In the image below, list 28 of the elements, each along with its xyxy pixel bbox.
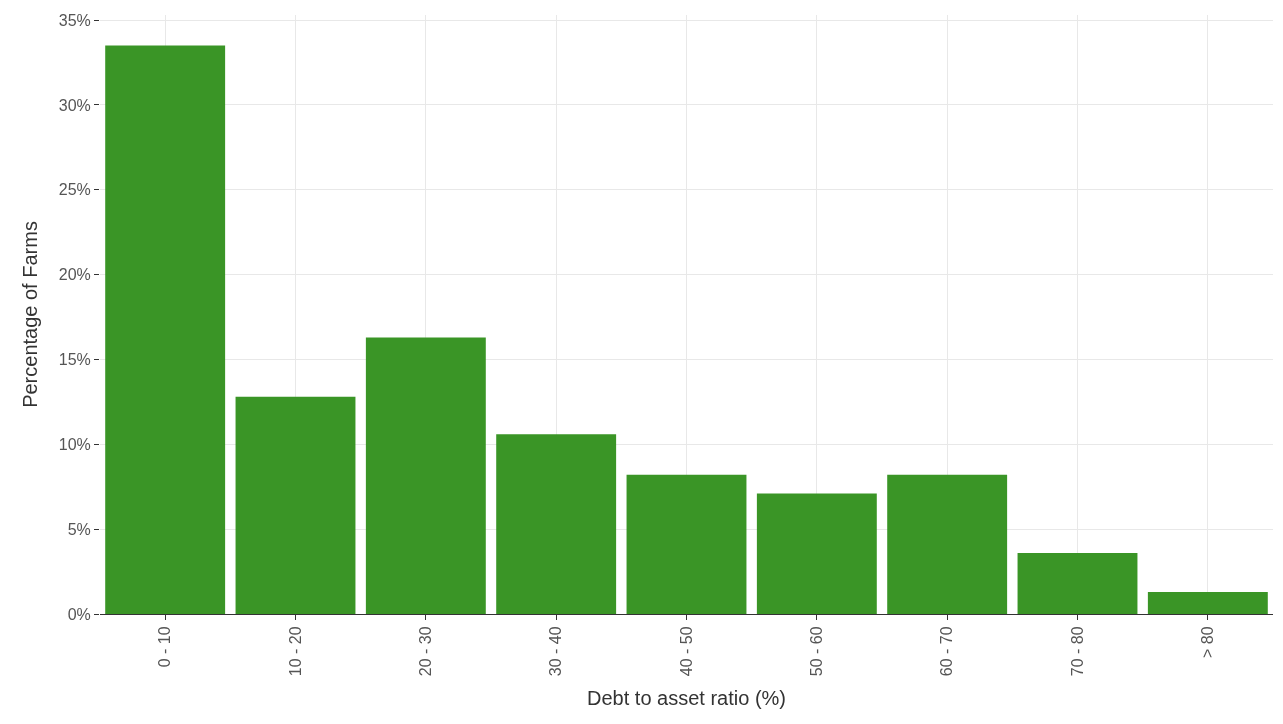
x-tick-label: 70 - 80 <box>1068 626 1086 677</box>
y-tick-label: 5% <box>67 520 91 538</box>
x-tick-label: 40 - 50 <box>677 626 695 677</box>
bar <box>887 474 1008 614</box>
bar <box>756 493 877 614</box>
x-tick-label: 50 - 60 <box>808 626 826 677</box>
x-tick-label: 10 - 20 <box>286 626 304 677</box>
bar <box>105 45 226 614</box>
y-tick-label: 0% <box>67 605 91 623</box>
bar <box>626 474 747 614</box>
y-tick-label: 10% <box>58 435 91 453</box>
bar <box>1147 591 1268 614</box>
bar <box>365 337 486 614</box>
x-tick-label: 0 - 10 <box>156 626 174 668</box>
bar <box>1017 552 1138 614</box>
bar <box>496 434 617 614</box>
x-tick-label: 60 - 70 <box>938 626 956 677</box>
y-axis-title: Percentage of Farms <box>19 221 42 408</box>
y-tick-label: 15% <box>58 351 91 369</box>
y-tick-label: 20% <box>58 266 91 284</box>
x-tick-label: 30 - 40 <box>547 626 565 677</box>
y-tick-label: 35% <box>58 11 91 29</box>
y-tick-label: 30% <box>58 96 91 114</box>
y-tick-label: 25% <box>58 181 91 199</box>
x-tick-label: 20 - 30 <box>417 626 435 677</box>
x-tick-label: > 80 <box>1199 626 1217 658</box>
x-axis-title: Debt to asset ratio (%) <box>587 686 786 709</box>
bar <box>235 396 356 614</box>
